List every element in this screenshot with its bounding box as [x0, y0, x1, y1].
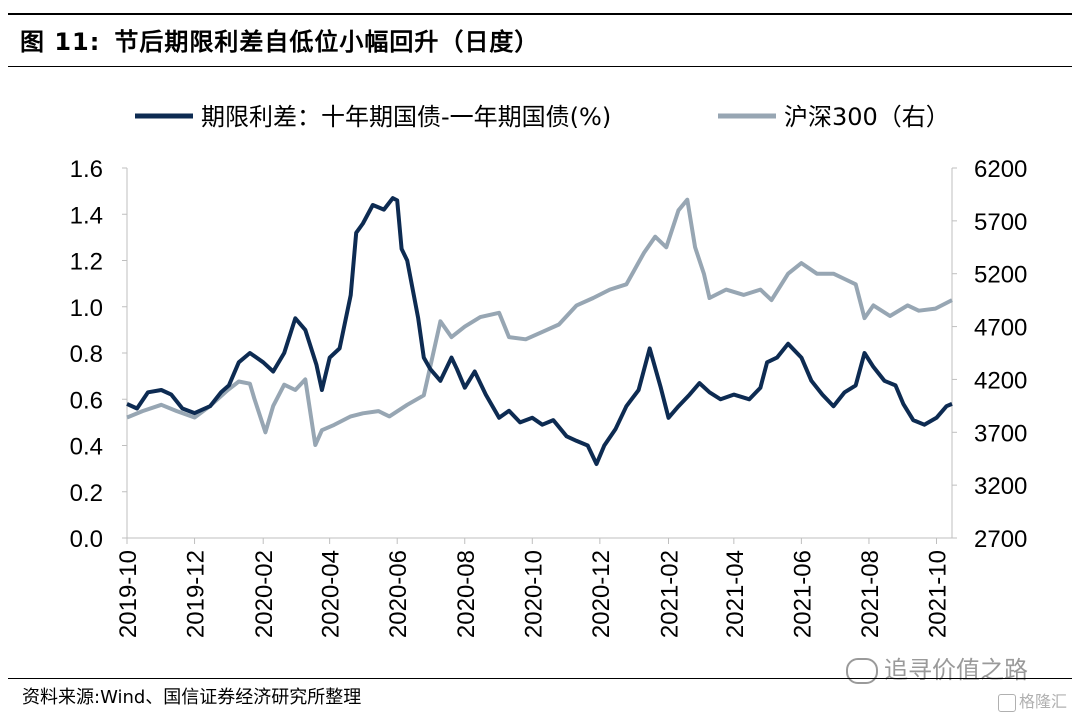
- figure-title: 节后期限利差自低位小幅回升（日度）: [114, 28, 540, 56]
- y-left-tick-label: 0.6: [70, 387, 103, 414]
- title-bar: 图 11: 节后期限利差自低位小幅回升（日度）: [0, 0, 1080, 68]
- x-tick-label: 2020-02: [251, 550, 278, 638]
- term-spread-series-line: [126, 196, 953, 466]
- x-tick-label: 2021-06: [789, 550, 816, 638]
- x-tick-label: 2020-10: [520, 550, 547, 638]
- y-left-tick-label: 1.6: [70, 156, 103, 183]
- y-right-tick-label: 4200: [974, 367, 1027, 394]
- x-tick-label: 2021-02: [657, 550, 684, 638]
- y-right-tick-label: 2700: [974, 526, 1027, 553]
- y-right-tick-label: 3200: [974, 473, 1027, 500]
- x-tick-label: 2020-04: [318, 550, 345, 638]
- y-left-tick-label: 0.8: [70, 341, 103, 368]
- brand-icon: [998, 693, 1016, 712]
- legend-label: 沪深300（右）: [784, 103, 950, 131]
- x-tick-label: 2020-08: [453, 550, 480, 638]
- x-tick-label: 2019-10: [115, 550, 142, 638]
- x-tick-label: 2019-12: [183, 550, 210, 638]
- x-tick-label: 2021-04: [722, 550, 749, 638]
- y-left-tick-label: 1.2: [70, 249, 103, 276]
- source-note: 资料来源:Wind、国信证券经济研究所整理: [22, 687, 362, 708]
- line-chart: 0.0 0.2 0.4 0.6 0.8 1.0 1.2 1.4 1.6 2700 3200 3700 4…: [70, 103, 1028, 638]
- legend-label: 期限利差：十年期国债-一年期国债(%): [201, 103, 611, 131]
- x-tick-label: 2021-08: [857, 550, 884, 638]
- y-left-tick-label: 0.4: [70, 434, 103, 461]
- x-tick-label: 2021-10: [924, 550, 951, 638]
- x-tick-label: 2020-06: [385, 550, 412, 638]
- y-left-tick-label: 1.0: [70, 295, 103, 322]
- y-left-tick-label: 0.2: [70, 480, 103, 507]
- y-right-tick-label: 5700: [974, 209, 1027, 236]
- y-left-tick-label: 0.0: [70, 526, 103, 553]
- watermark-text: 追寻价值之路: [884, 656, 1028, 684]
- x-tick-label: 2020-12: [588, 550, 615, 638]
- chart-title: 图 11: 节后期限利差自低位小幅回升（日度）: [20, 22, 553, 57]
- y-right-tick-label: 5200: [974, 262, 1027, 289]
- watermark: 追寻价值之路: [846, 650, 1028, 685]
- brand-text: 格隆汇: [1019, 692, 1068, 711]
- figure-label: 图 11:: [20, 28, 101, 56]
- brand-logo: 格隆汇: [998, 688, 1067, 712]
- title-top-rule: [8, 13, 1072, 15]
- y-left-tick-label: 1.4: [70, 202, 103, 229]
- y-right-tick-label: 4700: [974, 315, 1027, 342]
- footer-rule: [8, 678, 1072, 679]
- title-bottom-rule: [8, 66, 1072, 67]
- wechat-icon: [846, 658, 878, 684]
- y-right-tick-label: 3700: [974, 420, 1027, 447]
- csi300-series-line: [126, 197, 953, 447]
- y-right-tick-label: 6200: [974, 156, 1027, 183]
